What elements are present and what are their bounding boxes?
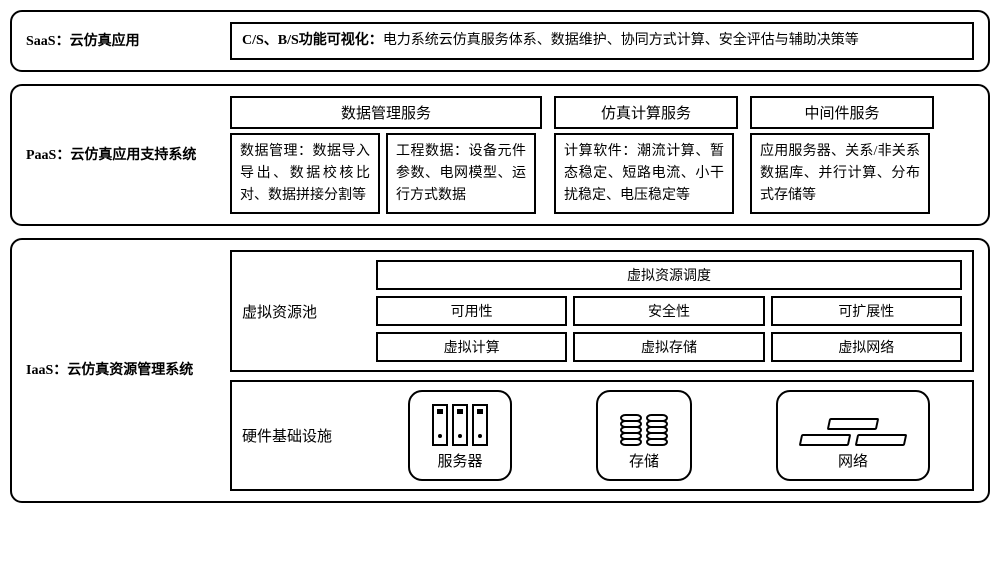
paas-group: 仿真计算服务计算软件：潮流计算、暂态稳定、短路电流、小干扰稳定、电压稳定等 <box>554 96 738 214</box>
saas-desc: 电力系统云仿真服务体系、数据维护、协同方式计算、安全评估与辅助决策等 <box>383 33 859 48</box>
hw-caption: 网络 <box>838 450 868 471</box>
iaas-pool-label: 虚拟资源池 <box>242 301 362 322</box>
paas-label: PaaS：云仿真应用支持系统 <box>26 145 216 166</box>
paas-groups: 数据管理服务数据管理：数据导入导出、数据校核比对、数据拼接分割等工程数据：设备元… <box>230 96 974 214</box>
paas-group-title: 中间件服务 <box>750 96 934 129</box>
iaas-prefix: IaaS： <box>26 363 67 378</box>
iaas-pool-chip: 可扩展性 <box>771 296 962 326</box>
paas-item: 数据管理：数据导入导出、数据校核比对、数据拼接分割等 <box>230 133 380 214</box>
saas-desc-box: C/S、B/S功能可视化：电力系统云仿真服务体系、数据维护、协同方式计算、安全评… <box>230 22 974 60</box>
iaas-pool-chip: 虚拟计算 <box>376 332 567 362</box>
iaas-pool-grid: 虚拟资源调度可用性安全性可扩展性虚拟计算虚拟存储虚拟网络 <box>376 260 962 362</box>
hw-item: 服务器 <box>408 390 512 481</box>
server-icon <box>432 400 488 446</box>
iaas-hw-label: 硬件基础设施 <box>242 425 362 446</box>
paas-group-items: 数据管理：数据导入导出、数据校核比对、数据拼接分割等工程数据：设备元件参数、电网… <box>230 133 542 214</box>
paas-group-items: 应用服务器、关系/非关系数据库、并行计算、分布式存储等 <box>750 133 934 214</box>
hw-item: 存储 <box>596 390 692 481</box>
iaas-body: 虚拟资源池 虚拟资源调度可用性安全性可扩展性虚拟计算虚拟存储虚拟网络 硬件基础设… <box>230 250 974 491</box>
iaas-pool-chip: 虚拟存储 <box>573 332 764 362</box>
paas-item: 计算软件：潮流计算、暂态稳定、短路电流、小干扰稳定、电压稳定等 <box>554 133 734 214</box>
hw-caption: 存储 <box>629 450 659 471</box>
paas-item: 应用服务器、关系/非关系数据库、并行计算、分布式存储等 <box>750 133 930 214</box>
saas-body: C/S、B/S功能可视化：电力系统云仿真服务体系、数据维护、协同方式计算、安全评… <box>230 22 974 60</box>
paas-body: 数据管理服务数据管理：数据导入导出、数据校核比对、数据拼接分割等工程数据：设备元… <box>230 96 974 214</box>
iaas-label: IaaS：云仿真资源管理系统 <box>26 360 216 381</box>
iaas-name: 云仿真资源管理系统 <box>67 363 193 378</box>
paas-name: 云仿真应用支持系统 <box>70 148 196 163</box>
hw-caption: 服务器 <box>437 450 482 471</box>
iaas-pool-chip: 安全性 <box>573 296 764 326</box>
paas-group-title: 仿真计算服务 <box>554 96 738 129</box>
paas-group-items: 计算软件：潮流计算、暂态稳定、短路电流、小干扰稳定、电压稳定等 <box>554 133 738 214</box>
iaas-pool-chip: 虚拟资源调度 <box>376 260 962 290</box>
iaas-hw-block: 硬件基础设施 服务器 存储 网络 <box>230 380 974 491</box>
iaas-pool-chip: 可用性 <box>376 296 567 326</box>
iaas-pool-chip: 虚拟网络 <box>771 332 962 362</box>
paas-group: 中间件服务应用服务器、关系/非关系数据库、并行计算、分布式存储等 <box>750 96 934 214</box>
storage-icon <box>620 400 668 446</box>
saas-name: 云仿真应用 <box>70 34 140 49</box>
iaas-layer: IaaS：云仿真资源管理系统 虚拟资源池 虚拟资源调度可用性安全性可扩展性虚拟计… <box>10 238 990 503</box>
hw-item: 网络 <box>776 390 930 481</box>
paas-item: 工程数据：设备元件参数、电网模型、运行方式数据 <box>386 133 536 214</box>
network-icon <box>800 400 906 446</box>
saas-prefix: SaaS： <box>26 34 70 49</box>
iaas-pool-block: 虚拟资源池 虚拟资源调度可用性安全性可扩展性虚拟计算虚拟存储虚拟网络 <box>230 250 974 372</box>
saas-desc-tag: C/S、B/S功能可视化： <box>242 33 383 48</box>
paas-layer: PaaS：云仿真应用支持系统 数据管理服务数据管理：数据导入导出、数据校核比对、… <box>10 84 990 226</box>
saas-label: SaaS：云仿真应用 <box>26 31 216 52</box>
paas-group: 数据管理服务数据管理：数据导入导出、数据校核比对、数据拼接分割等工程数据：设备元… <box>230 96 542 214</box>
saas-layer: SaaS：云仿真应用 C/S、B/S功能可视化：电力系统云仿真服务体系、数据维护… <box>10 10 990 72</box>
paas-group-title: 数据管理服务 <box>230 96 542 129</box>
paas-prefix: PaaS： <box>26 148 70 163</box>
iaas-hw-grid: 服务器 存储 网络 <box>376 390 962 481</box>
